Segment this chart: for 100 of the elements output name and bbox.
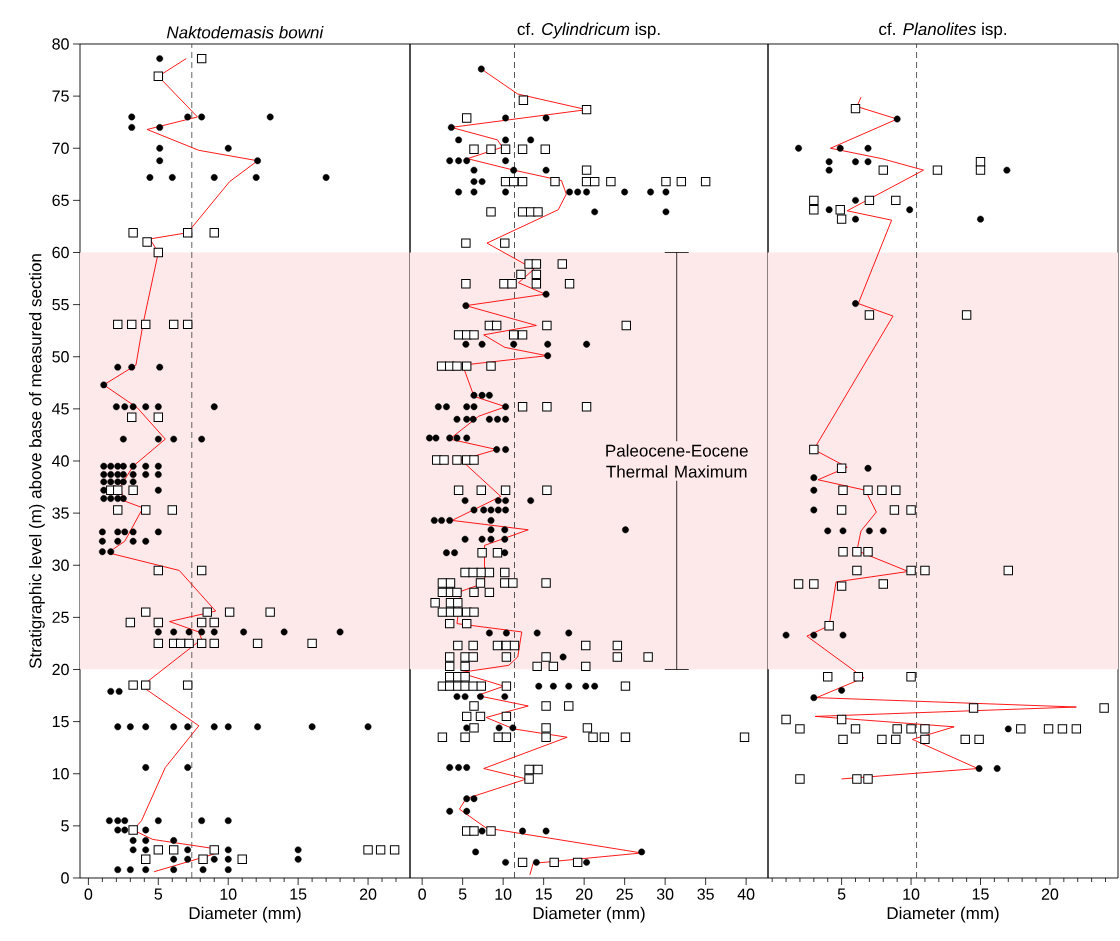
point — [127, 412, 137, 422]
x-tick-label: 5 — [458, 888, 467, 900]
point — [852, 300, 859, 307]
x-tick-label: 15 — [290, 888, 307, 900]
x-tick-label: 0 — [84, 888, 93, 900]
point — [141, 505, 151, 515]
point — [852, 565, 862, 576]
point — [864, 195, 875, 206]
point — [993, 765, 1001, 772]
y-tick-label: 20 — [52, 663, 69, 676]
point — [864, 144, 872, 152]
point — [182, 227, 193, 238]
point — [893, 115, 901, 123]
y-tick-label: 5 — [61, 820, 69, 832]
x-tick-label: 10 — [903, 888, 920, 900]
point — [153, 617, 164, 628]
y-tick-label: 0 — [61, 872, 69, 884]
point — [825, 166, 833, 174]
point — [836, 581, 847, 591]
x-tick-label: 0 — [418, 888, 426, 900]
x-axis-title: Diameter (mm) — [189, 906, 301, 923]
point — [825, 206, 833, 214]
point — [809, 444, 819, 455]
point — [184, 638, 194, 649]
x-tick-label: 20 — [1041, 888, 1059, 900]
x-tick-label: 5 — [154, 888, 163, 900]
point — [141, 607, 151, 617]
y-tick-label: 35 — [52, 507, 69, 519]
point — [153, 565, 164, 576]
x-tick-label: 15 — [535, 888, 552, 900]
point — [810, 474, 818, 482]
point — [877, 485, 887, 495]
point — [196, 617, 207, 628]
point — [836, 463, 847, 473]
point — [209, 845, 219, 855]
y-tick-label: 75 — [52, 90, 69, 102]
point — [167, 505, 177, 515]
chart-title: cf. Cylindricum isp. — [517, 22, 660, 39]
y-tick-label: 50 — [52, 351, 69, 363]
point — [838, 686, 846, 694]
x-tick-label: 20 — [576, 888, 593, 900]
chart-title: Naktodemasis bowni — [166, 25, 324, 39]
point — [1071, 724, 1082, 734]
x-tick-label: 35 — [697, 888, 714, 900]
x-tick-label: 20 — [359, 888, 377, 900]
point — [866, 527, 873, 535]
point — [879, 527, 887, 535]
point — [824, 621, 834, 631]
point — [852, 774, 862, 784]
point — [141, 680, 151, 690]
point — [127, 319, 137, 330]
point — [864, 158, 872, 166]
chart-title: cf. Planolites isp. — [879, 22, 1007, 39]
point — [209, 617, 219, 628]
point — [825, 158, 833, 166]
point — [889, 505, 900, 515]
point — [141, 319, 151, 330]
point — [864, 310, 875, 320]
point — [1004, 725, 1012, 733]
point — [920, 565, 930, 576]
x-axis-title: Diameter (mm) — [533, 906, 645, 923]
point — [878, 579, 888, 589]
point — [307, 638, 317, 649]
point — [852, 158, 859, 166]
point — [196, 638, 207, 649]
point — [836, 144, 844, 152]
point — [224, 607, 235, 617]
point — [977, 215, 984, 223]
point — [836, 505, 847, 515]
y-axis-title: Stratigraphic level (m) above base of measured section — [28, 254, 45, 669]
point — [209, 638, 219, 649]
point — [836, 714, 847, 725]
point — [961, 310, 972, 320]
point — [168, 319, 179, 330]
point — [975, 765, 983, 772]
point — [906, 206, 914, 214]
point — [838, 546, 848, 557]
point — [153, 412, 164, 422]
point — [809, 579, 819, 589]
point — [864, 464, 872, 472]
point — [113, 485, 123, 495]
y-tick-label: 80 — [52, 38, 69, 50]
point — [781, 714, 791, 725]
point — [906, 505, 916, 515]
point — [852, 546, 862, 557]
point — [863, 774, 873, 784]
point — [389, 845, 400, 855]
point — [838, 485, 848, 495]
point — [196, 565, 207, 576]
point — [810, 486, 818, 494]
point — [113, 505, 123, 515]
point — [128, 485, 138, 495]
x-tick-label: 25 — [616, 888, 633, 900]
x-tick-label: 30 — [656, 888, 674, 900]
point — [125, 617, 136, 628]
x-axis-title: Diameter (mm) — [887, 906, 999, 923]
point — [202, 607, 212, 617]
x-tick-label: 10 — [495, 888, 512, 900]
point — [375, 845, 386, 855]
point — [932, 165, 943, 175]
